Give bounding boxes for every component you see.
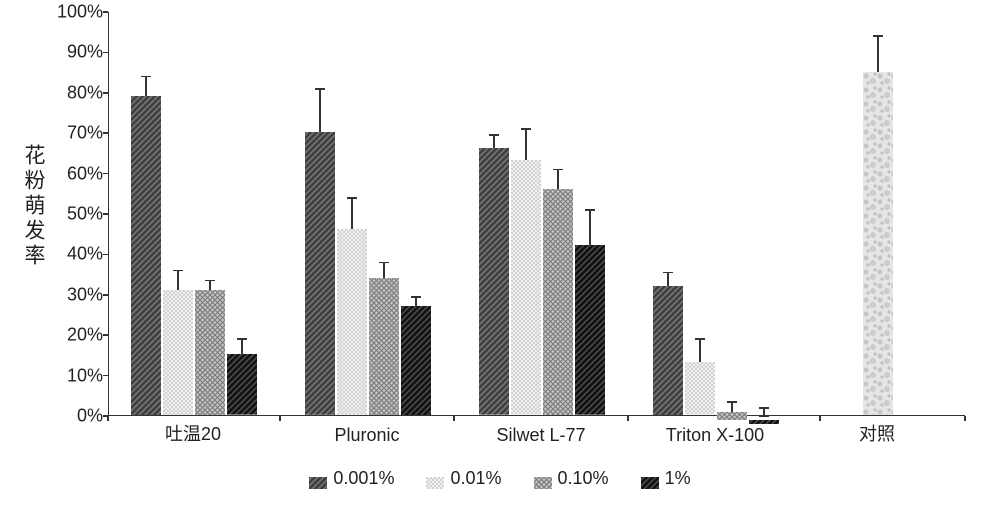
y-tick-label: 10% xyxy=(48,365,103,386)
y-tick-label: 0% xyxy=(48,406,103,427)
legend-swatch xyxy=(309,473,327,485)
x-tick-mark xyxy=(453,416,455,421)
bar xyxy=(369,278,399,415)
y-tick-mark xyxy=(103,334,108,336)
error-cap xyxy=(205,280,215,282)
bar xyxy=(543,189,573,415)
x-tick-label: Pluronic xyxy=(334,425,399,446)
y-tick-label: 80% xyxy=(48,82,103,103)
y-tick-mark xyxy=(103,294,108,296)
y-tick-mark xyxy=(103,173,108,175)
chart: 0%10%20%30%40%50%60%70%80%90%100%吐温20Plu… xyxy=(70,12,965,446)
error-cap xyxy=(727,401,737,403)
y-tick-label: 90% xyxy=(48,42,103,63)
legend-label: 0.001% xyxy=(333,468,394,489)
bar xyxy=(575,245,605,415)
legend-label: 0.01% xyxy=(450,468,501,489)
bar xyxy=(717,407,747,415)
y-tick-label: 30% xyxy=(48,284,103,305)
x-tick-mark xyxy=(964,416,966,421)
error-cap xyxy=(521,128,531,130)
y-tick-label: 50% xyxy=(48,204,103,225)
legend-item: 0.001% xyxy=(309,468,394,489)
legend-item: 1% xyxy=(641,468,691,489)
bar xyxy=(163,290,193,415)
error-cap xyxy=(237,338,247,340)
legend-item: 0.01% xyxy=(426,468,501,489)
bar xyxy=(653,286,683,415)
x-tick-mark xyxy=(107,416,109,421)
bar xyxy=(685,362,715,415)
error-cap xyxy=(759,407,769,409)
x-tick-mark xyxy=(819,416,821,421)
error-cap xyxy=(553,169,563,171)
legend-swatch xyxy=(534,473,552,485)
y-tick-mark xyxy=(103,52,108,54)
x-tick-label: 吐温20 xyxy=(165,420,221,446)
y-tick-mark xyxy=(103,375,108,377)
error-cap xyxy=(759,415,769,417)
y-axis-label: 花粉萌发率 xyxy=(18,144,48,269)
y-tick-mark xyxy=(103,254,108,256)
error-cap xyxy=(873,35,883,37)
error-cap xyxy=(489,134,499,136)
bar xyxy=(401,306,431,415)
bar xyxy=(479,148,509,415)
legend-item: 0.10% xyxy=(534,468,609,489)
y-tick-label: 60% xyxy=(48,163,103,184)
error-cap xyxy=(347,197,357,199)
x-tick-label: Silwet L-77 xyxy=(496,425,585,446)
bar xyxy=(863,72,893,415)
x-tick-mark xyxy=(279,416,281,421)
y-tick-label: 40% xyxy=(48,244,103,265)
y-tick-label: 100% xyxy=(48,2,103,23)
error-cap xyxy=(585,209,595,211)
bar xyxy=(195,290,225,415)
bar xyxy=(305,132,335,415)
bar xyxy=(749,411,779,415)
y-tick-mark xyxy=(103,213,108,215)
legend-swatch xyxy=(641,473,659,485)
plot-area xyxy=(108,12,965,416)
legend-label: 1% xyxy=(665,468,691,489)
legend-swatch xyxy=(426,473,444,485)
bar xyxy=(227,354,257,415)
legend: 0.001% 0.01% 0.10% 1% xyxy=(0,468,1000,489)
x-tick-mark xyxy=(627,416,629,421)
bar xyxy=(131,96,161,415)
x-tick-label: 对照 xyxy=(859,420,895,446)
y-tick-label: 20% xyxy=(48,325,103,346)
y-tick-mark xyxy=(103,132,108,134)
error-cap xyxy=(173,270,183,272)
error-cap xyxy=(695,338,705,340)
error-cap xyxy=(315,88,325,90)
legend-label: 0.10% xyxy=(558,468,609,489)
error-cap xyxy=(411,296,421,298)
error-cap xyxy=(141,76,151,78)
x-tick-label: Triton X-100 xyxy=(666,425,764,446)
error-cap xyxy=(379,262,389,264)
bar xyxy=(511,160,541,415)
y-tick-mark xyxy=(103,11,108,13)
y-tick-label: 70% xyxy=(48,123,103,144)
error-cap xyxy=(663,272,673,274)
bar xyxy=(337,229,367,415)
y-tick-mark xyxy=(103,92,108,94)
